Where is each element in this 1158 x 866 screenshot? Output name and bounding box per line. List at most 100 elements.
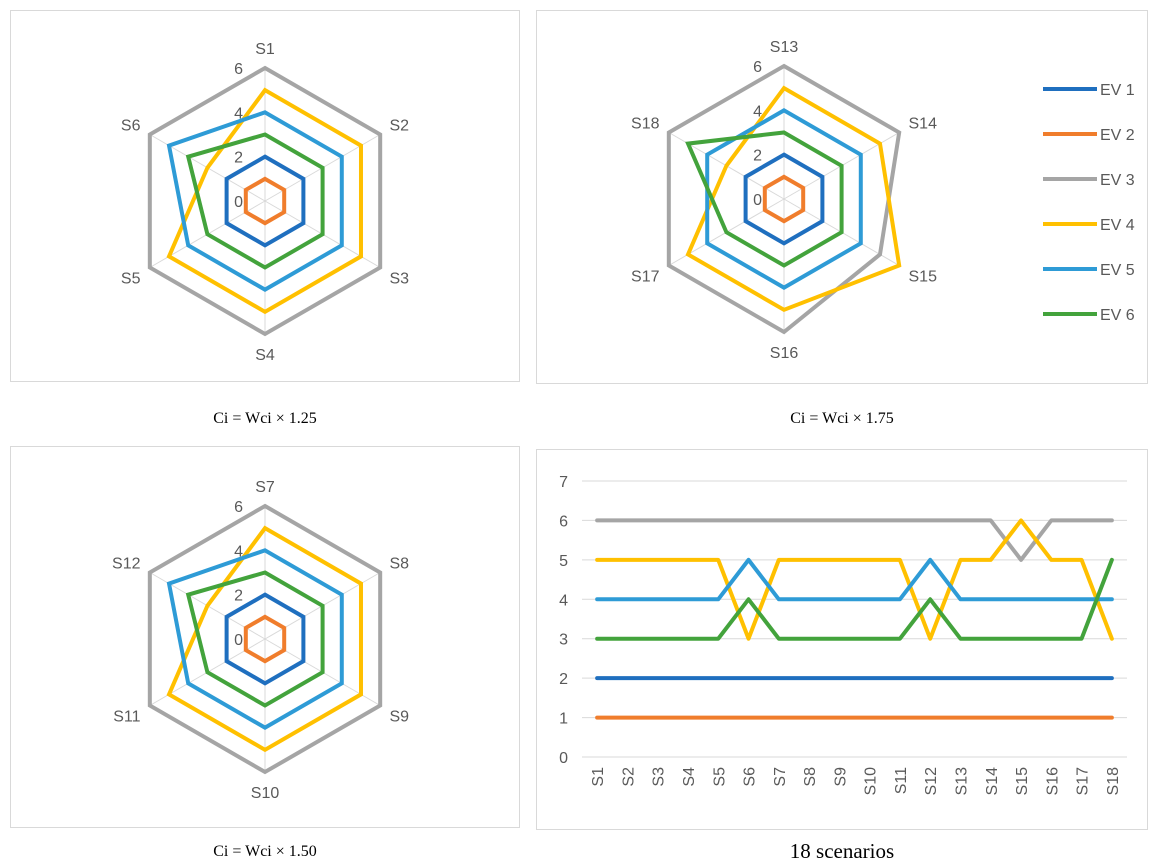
- caption-radar-s13-s18: Ci = Wci × 1.75: [790, 410, 894, 427]
- x-tick-s8: S8: [802, 767, 819, 787]
- y-tick-2: 2: [559, 671, 568, 688]
- legend-label-ev-4: EV 4: [1100, 217, 1135, 234]
- legend-label-ev-2: EV 2: [1100, 127, 1135, 144]
- series-ev-1: [224, 592, 306, 686]
- x-tick-s13: S13: [953, 767, 970, 796]
- radar-chart-s1-s6: S1 S2 S3 S4 S5 S6 0 2 4 6: [121, 41, 410, 364]
- radial-tick-4: 4: [234, 543, 243, 560]
- category-label-s11: S11: [113, 709, 140, 726]
- category-label-s8: S8: [390, 556, 410, 573]
- y-tick-0: 0: [559, 750, 568, 767]
- y-tick-7: 7: [559, 474, 568, 491]
- legend-label-ev-1: EV 1: [1100, 82, 1135, 99]
- series-ev-4: [166, 87, 363, 315]
- category-label-s17: S17: [631, 269, 660, 286]
- line-series-ev-3: [595, 518, 1114, 562]
- series-ev-3: [147, 503, 383, 775]
- x-tick-s9: S9: [832, 767, 849, 787]
- legend: EV 1 EV 2 EV 3 EV 4 EV 5 EV 6: [1043, 82, 1135, 324]
- category-label-s1: S1: [255, 41, 275, 58]
- category-label-s10: S10: [251, 785, 280, 802]
- category-label-s2: S2: [390, 118, 410, 135]
- radial-tick-2: 2: [234, 588, 243, 605]
- series-ev-5: [705, 108, 863, 290]
- series-ev-2: [762, 174, 806, 224]
- category-label-s4: S4: [255, 347, 275, 364]
- category-label-s16: S16: [770, 345, 799, 362]
- category-label-s7: S7: [255, 479, 275, 496]
- category-label-s12: S12: [112, 556, 141, 573]
- x-tick-s4: S4: [681, 767, 698, 787]
- x-tick-s6: S6: [742, 767, 759, 787]
- radial-tick-4: 4: [753, 103, 762, 120]
- series-ev-2: [243, 176, 287, 226]
- x-tick-s12: S12: [923, 767, 940, 796]
- legend-label-ev-3: EV 3: [1100, 172, 1135, 189]
- series-ev-4: [685, 85, 902, 313]
- y-tick-3: 3: [559, 632, 568, 649]
- radar-grid: [149, 506, 381, 772]
- x-tick-s15: S15: [1014, 767, 1031, 796]
- line-chart-18-scenarios-panel: 0 1 2 3 4 5 6 7 S1 S2 S3 S4 S5 S6 S7 S8 S9 S10 S11 S12 S13 S1…: [536, 449, 1148, 830]
- series-ev-3: [147, 65, 383, 337]
- series-ev-6: [185, 132, 325, 270]
- radar-chart-s7-s12: S7 S8 S9 S10 S11 S12 0 2 4 6: [112, 479, 410, 802]
- x-tick-s16: S16: [1044, 767, 1061, 796]
- category-label-s15: S15: [909, 269, 938, 286]
- category-label-s6: S6: [121, 118, 141, 135]
- category-label-s5: S5: [121, 271, 141, 288]
- x-tick-s14: S14: [984, 767, 1001, 796]
- category-label-s9: S9: [390, 709, 410, 726]
- x-tick-s10: S10: [863, 767, 880, 796]
- series-ev-6: [685, 130, 844, 268]
- line-chart-18-scenarios: 0 1 2 3 4 5 6 7 S1 S2 S3 S4 S5 S6 S7 S8 S9 S10 S11 S12 S13 S1…: [559, 474, 1127, 796]
- line-series-ev-6: [595, 557, 1114, 641]
- caption-radar-s7-s12: Ci = Wci × 1.50: [213, 843, 317, 860]
- series-ev-6: [185, 570, 325, 708]
- category-label-s3: S3: [390, 271, 410, 288]
- x-tick-s3: S3: [651, 767, 668, 787]
- line-series-ev-5: [595, 557, 1114, 602]
- legend-label-ev-5: EV 5: [1100, 262, 1135, 279]
- series-ev-4: [166, 525, 363, 753]
- radial-tick-2: 2: [234, 150, 243, 167]
- radial-tick-6: 6: [234, 499, 243, 516]
- x-tick-s5: S5: [711, 767, 728, 787]
- radial-tick-0: 0: [234, 632, 243, 649]
- radial-tick-0: 0: [753, 192, 762, 209]
- legend-label-ev-6: EV 6: [1100, 307, 1135, 324]
- radial-tick-6: 6: [234, 61, 243, 78]
- series-ev-5: [166, 548, 344, 730]
- category-label-s18: S18: [631, 116, 660, 133]
- x-tick-s11: S11: [893, 767, 910, 794]
- radial-tick-2: 2: [753, 148, 762, 165]
- category-label-s14: S14: [909, 116, 938, 133]
- series-ev-5: [166, 110, 344, 292]
- y-tick-4: 4: [559, 592, 568, 609]
- radar-grid: [149, 68, 381, 334]
- y-tick-1: 1: [559, 711, 568, 728]
- radial-tick-6: 6: [753, 59, 762, 76]
- x-tick-s7: S7: [772, 767, 789, 787]
- x-tick-s2: S2: [620, 767, 637, 787]
- x-tick-s18: S18: [1105, 767, 1122, 796]
- caption-line-chart: 18 scenarios: [789, 839, 895, 863]
- x-tick-s1: S1: [590, 767, 607, 787]
- caption-radar-s1-s6: Ci = Wci × 1.25: [213, 410, 317, 427]
- category-label-s13: S13: [770, 39, 799, 56]
- series-ev-1: [743, 152, 825, 246]
- series-ev-1: [224, 154, 306, 248]
- y-tick-5: 5: [559, 553, 568, 570]
- x-tick-s17: S17: [1075, 767, 1092, 796]
- radial-tick-0: 0: [234, 194, 243, 211]
- series-ev-3: [666, 63, 902, 335]
- series-ev-2: [243, 614, 287, 664]
- y-tick-6: 6: [559, 513, 568, 530]
- line-series-ev-4: [595, 518, 1114, 641]
- radial-tick-4: 4: [234, 105, 243, 122]
- radar-chart-s1-s6-panel: S1 S2 S3 S4 S5 S6 0 2 4 6: [10, 10, 520, 382]
- radar-chart-s7-s12-panel: S7 S8 S9 S10 S11 S12 0 2 4 6: [10, 446, 520, 828]
- radar-chart-s13-s18-panel: S13 S14 S15 S16 S17 S18 0 2 4 6 EV 1 EV 2 EV 3 EV 4 EV…: [536, 10, 1148, 384]
- radar-grid: [668, 66, 900, 332]
